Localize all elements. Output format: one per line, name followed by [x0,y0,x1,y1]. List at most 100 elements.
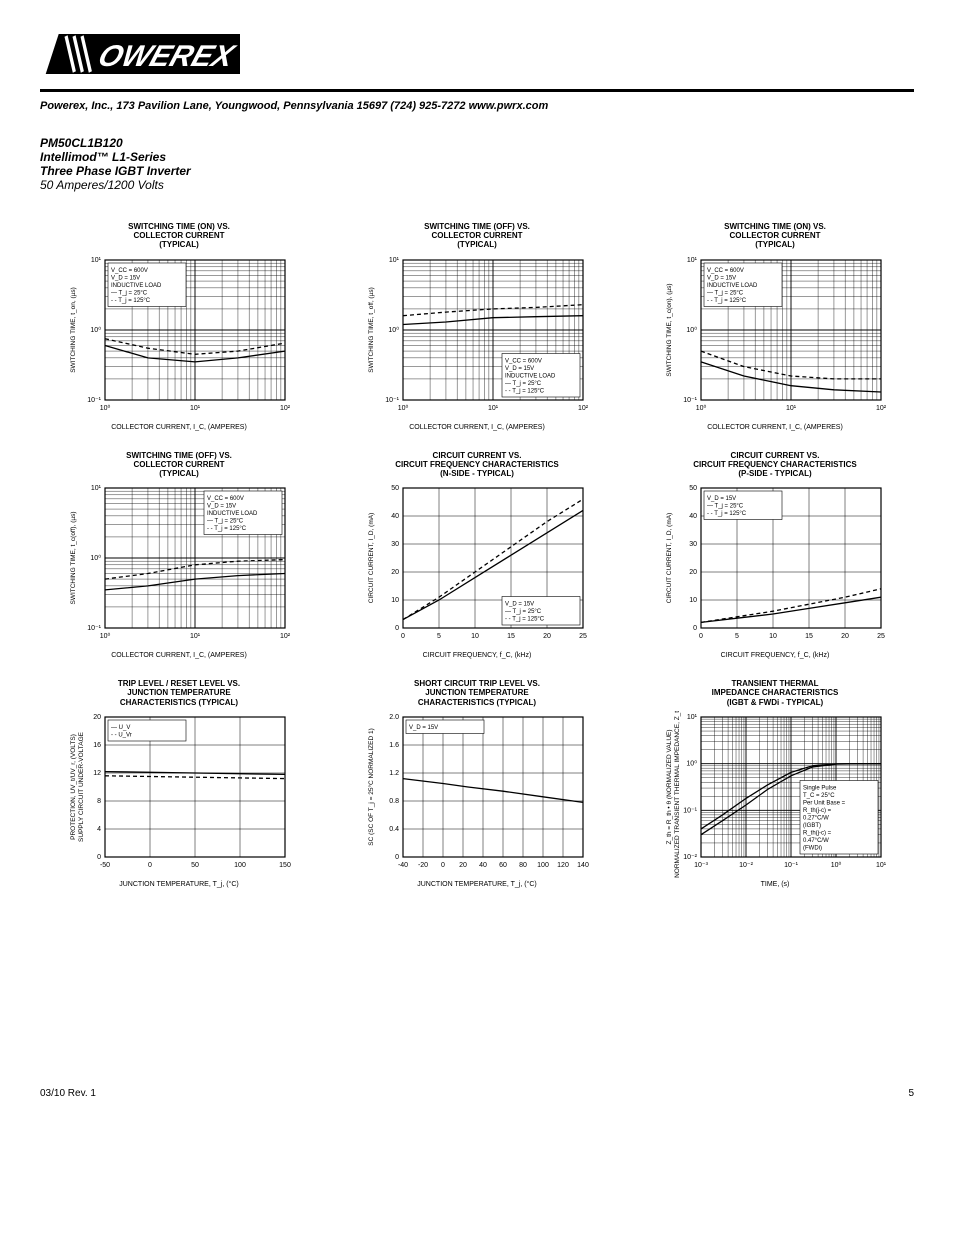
chart-circ_n: 051015202501020304050CIRCUIT CURRENT, I_… [365,482,589,650]
part-number: PM50CL1B120 [40,136,914,150]
svg-text:30: 30 [689,541,697,548]
svg-text:20: 20 [841,633,849,640]
svg-text:V_D = 15V: V_D = 15V [409,725,438,731]
svg-text:V_CC = 600V: V_CC = 600V [207,496,244,502]
svg-text:-50: -50 [100,862,110,869]
svg-text:R_th(j-c) =: R_th(j-c) = [803,808,832,814]
x-axis-label: COLLECTOR CURRENT, I_C, (AMPERES) [111,652,247,659]
svg-text:25: 25 [579,633,587,640]
svg-text:10⁰: 10⁰ [100,632,111,640]
svg-text:10⁰: 10⁰ [90,326,101,334]
svg-text:10⁰: 10⁰ [686,759,697,767]
svg-text:INDUCTIVE LOAD: INDUCTIVE LOAD [707,283,758,289]
svg-text:0: 0 [395,625,399,632]
company-info: Powerex, Inc., 173 Pavilion Lane, Youngw… [40,100,914,112]
svg-text:— T_j = 25°C: — T_j = 25°C [707,504,744,510]
x-axis-label: COLLECTOR CURRENT, I_C, (AMPERES) [111,424,247,431]
svg-text:10¹: 10¹ [786,405,797,412]
svg-text:SUPPLY CIRCUIT UNDER-VOLTAGE: SUPPLY CIRCUIT UNDER-VOLTAGE [78,731,85,842]
svg-text:10⁰: 10⁰ [100,404,111,412]
svg-text:SWITCHING TIME, t_off, (µs): SWITCHING TIME, t_off, (µs) [368,287,375,372]
svg-text:10⁰: 10⁰ [686,326,697,334]
svg-text:10¹: 10¹ [190,405,201,412]
svg-text:20: 20 [391,569,399,576]
chart-title: CIRCUIT CURRENT VS. CIRCUIT FREQUENCY CH… [693,451,856,479]
svg-text:10⁰: 10⁰ [90,554,101,562]
svg-text:V_D = 15V: V_D = 15V [505,602,534,608]
svg-text:- - T_j = 125°C: - - T_j = 125°C [505,617,545,623]
x-axis-label: COLLECTOR CURRENT, I_C, (AMPERES) [409,424,545,431]
chart-trip_reset: -50050100150048121620SUPPLY CIRCUIT UNDE… [67,711,291,879]
svg-text:10⁻¹: 10⁻¹ [683,397,697,404]
svg-text:40: 40 [479,862,487,869]
svg-text:10: 10 [689,597,697,604]
chart-cell-sw_off_left: SWITCHING TIME (OFF) VS. COLLECTOR CURRE… [40,451,318,660]
product-header: PM50CL1B120 Intellimod™ L1-Series Three … [40,136,914,192]
page-number: 5 [908,1088,914,1099]
svg-text:NORMALIZED TRANSIENT THERMAL I: NORMALIZED TRANSIENT THERMAL IMPEDANCE, … [674,711,681,878]
svg-text:- - T_j = 125°C: - - T_j = 125°C [505,388,545,394]
charts-grid: SWITCHING TIME (ON) VS. COLLECTOR CURREN… [40,222,914,888]
x-axis-label: JUNCTION TEMPERATURE, T_j, (°C) [119,881,238,888]
svg-text:V_D = 15V: V_D = 15V [505,366,534,372]
svg-text:10⁻¹: 10⁻¹ [784,862,798,869]
svg-text:20: 20 [93,714,101,721]
svg-text:1.2: 1.2 [389,770,399,777]
svg-text:V_D = 15V: V_D = 15V [207,504,236,510]
svg-text:150: 150 [279,862,291,869]
svg-text:12: 12 [93,770,101,777]
x-axis-label: TIME, (s) [761,881,790,888]
chart-title: SWITCHING TIME (ON) VS. COLLECTOR CURREN… [128,222,230,250]
chart-title: TRANSIENT THERMAL IMPEDANCE CHARACTERIST… [712,679,839,707]
svg-text:0: 0 [441,862,445,869]
svg-text:10¹: 10¹ [91,485,102,492]
svg-text:0: 0 [395,854,399,861]
svg-text:0.27°C/W: 0.27°C/W [803,815,829,821]
svg-text:10¹: 10¹ [389,257,400,264]
svg-text:8: 8 [97,798,101,805]
svg-text:V_D = 15V: V_D = 15V [111,275,140,281]
svg-text:0.47°C/W: 0.47°C/W [803,838,829,844]
svg-text:10¹: 10¹ [190,633,201,640]
svg-text:- - T_j = 125°C: - - T_j = 125°C [207,526,247,532]
svg-text:10⁻²: 10⁻² [739,862,753,869]
chart-title: SHORT CIRCUIT TRIP LEVEL VS. JUNCTION TE… [414,679,540,707]
svg-text:10¹: 10¹ [876,862,887,869]
svg-text:- - T_j = 125°C: - - T_j = 125°C [707,298,747,304]
svg-text:Z_th = R_th • θ (NORMALIZED VA: Z_th = R_th • θ (NORMALIZED VALUE) [666,729,673,844]
svg-text:10¹: 10¹ [488,405,499,412]
chart-title: SWITCHING TIME (OFF) VS. COLLECTOR CURRE… [126,451,232,479]
svg-text:— T_j = 25°C: — T_j = 25°C [505,609,542,615]
svg-text:PROTECTION, UV_t/UV_r, (VOLTS): PROTECTION, UV_t/UV_r, (VOLTS) [70,734,77,840]
chart-cell-circ_p: CIRCUIT CURRENT VS. CIRCUIT FREQUENCY CH… [636,451,914,660]
chart-sw_on_right: 10⁰10¹10²10⁻¹10⁰10¹SWITCHING TIME, t_c(o… [663,254,887,422]
chart-cell-sc_trip: SHORT CIRCUIT TRIP LEVEL VS. JUNCTION TE… [338,679,616,888]
svg-text:SWITCHING TIME, t_on, (µs): SWITCHING TIME, t_on, (µs) [70,287,77,373]
svg-text:100: 100 [234,862,246,869]
svg-text:0: 0 [699,633,703,640]
svg-text:10⁰: 10⁰ [398,404,409,412]
svg-text:5: 5 [437,633,441,640]
svg-text:— T_j = 25°C: — T_j = 25°C [111,290,148,296]
svg-text:V_CC = 600V: V_CC = 600V [505,358,542,364]
product-rating: 50 Amperes/1200 Volts [40,178,914,192]
svg-text:10⁻²: 10⁻² [683,854,697,861]
svg-text:80: 80 [519,862,527,869]
svg-text:-40: -40 [398,862,408,869]
svg-text:— U_V: — U_V [111,725,130,731]
svg-text:25: 25 [877,633,885,640]
chart-thermal: 10⁻³10⁻²10⁻¹10⁰10¹10⁻²10⁻¹10⁰10¹NORMALIZ… [663,711,887,879]
svg-text:V_CC = 600V: V_CC = 600V [707,268,744,274]
svg-text:10⁰: 10⁰ [831,861,842,869]
svg-text:50: 50 [689,485,697,492]
chart-sw_off_top: 10⁰10¹10²10⁻¹10⁰10¹SWITCHING TIME, t_off… [365,254,589,422]
product-desc: Three Phase IGBT Inverter [40,164,914,178]
svg-text:10¹: 10¹ [91,257,102,264]
svg-text:10: 10 [769,633,777,640]
svg-text:20: 20 [543,633,551,640]
svg-text:50: 50 [391,485,399,492]
svg-text:40: 40 [689,513,697,520]
svg-text:CIRCUIT CURRENT, I_D, (mA): CIRCUIT CURRENT, I_D, (mA) [368,513,375,604]
x-axis-label: CIRCUIT FREQUENCY, f_C, (kHz) [423,652,532,659]
svg-text:T_C = 25°C: T_C = 25°C [803,793,835,799]
